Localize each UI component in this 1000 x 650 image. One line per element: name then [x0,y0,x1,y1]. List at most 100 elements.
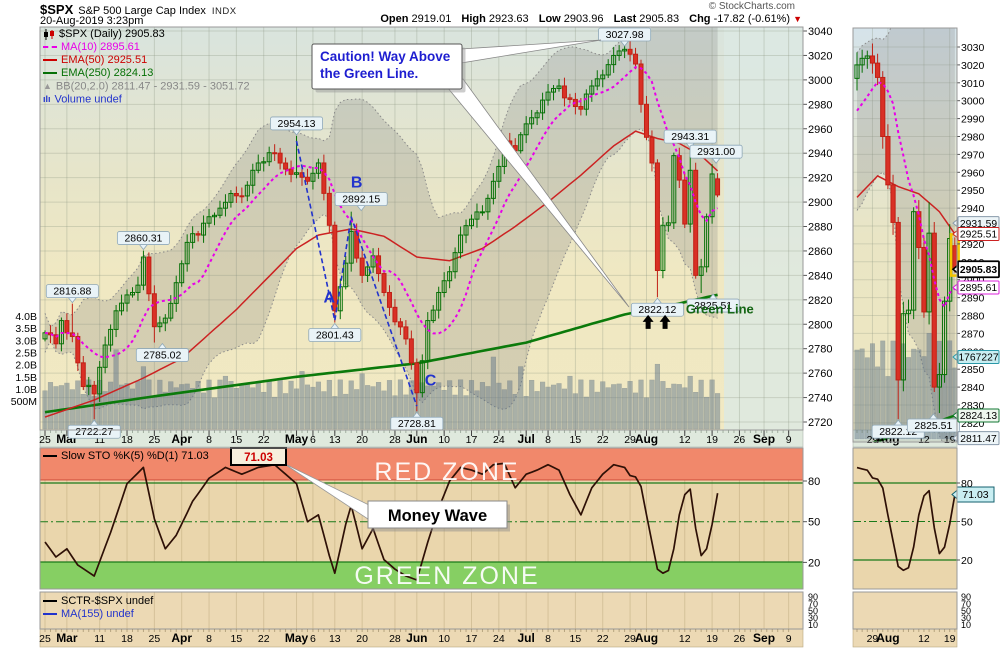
price-tick-label: 2820 [808,295,832,307]
price-tick-label: 2960 [808,124,832,136]
mini-candle-body [921,246,927,313]
volume-bar [474,390,480,430]
candle-body [709,173,715,218]
sctr-panel-background [40,592,803,629]
volume-bar [168,381,174,430]
mini-candle-body [895,221,901,381]
candle-body [80,362,86,388]
volume-bar [261,391,267,430]
elliott-point-label: A [324,289,336,306]
volume-bar [578,379,584,430]
sctr-tick-label: 10 [808,620,818,630]
price-callout-text: 2728.81 [398,418,436,430]
price-callout-text: 2822.12 [638,304,676,316]
x-axis-label-bottom: 24 [493,633,505,645]
candle-body [321,162,327,194]
mini-volume-bar [916,349,922,440]
candle-body [676,155,682,181]
volume-bar [337,379,343,430]
volume-bar [676,384,682,430]
candle-body [294,172,300,175]
volume-bar [190,388,196,430]
legend-bb: BB(20,2.0) 2811.47 - 2931.59 - 3051.72 [55,80,250,93]
mini-volume-bar [854,349,860,440]
mini-price-tick-label: 2850 [961,364,985,376]
price-callout-box [663,129,717,144]
mini-volume-bar [859,348,865,440]
mini-ema50-line [856,174,956,235]
candle-body [600,74,606,80]
mini-price-tick-label: 3030 [961,42,985,54]
volume-bar [534,391,540,430]
x-axis-label-bottom: 20 [356,633,368,645]
candle-body [244,184,250,197]
x-axis-label: 18 [121,434,133,446]
ema50-line [44,130,719,418]
volume-tick-label: 1.0B [15,384,37,396]
volume-bar [709,379,715,430]
sctr-legend-row2: MA(155) undef [43,608,153,621]
price-tick-label: 2760 [808,368,832,380]
volume-bar [654,363,660,430]
mini-edge-label-box [957,280,1000,295]
x-axis-label-bottom: 10 [438,633,450,645]
mini-volume-bar [926,333,932,440]
volume-bar [501,389,507,430]
red-zone-label: RED ZONE [374,458,519,486]
mini-candle-body [916,211,922,248]
axes-layer: 3040302030002980296029402920290028802860… [11,26,985,645]
main-plot [42,27,721,430]
volume-bar [310,386,316,430]
mini-volume-bar [880,340,886,440]
volume-bar [622,388,628,430]
mini-edge-label-text: 2931.59 [960,219,997,230]
volume-bar [343,393,349,430]
x-axis-label-bottom: 25 [149,633,161,645]
mini-sctr-tick-label: 70 [961,599,971,609]
volume-bar [42,390,48,430]
volume-bar [233,387,239,430]
volume-bar [146,379,152,430]
volume-bar [359,373,365,430]
candle-body [414,362,420,394]
mini-price-tick-label: 3000 [961,96,985,108]
candle-body [654,162,660,271]
sctr-legend-text: SCTR-$SPX undef [61,595,154,607]
sctr-tick-label: 50 [808,606,818,616]
candle-body [622,48,628,52]
mini-price-tick-label: 2950 [961,185,985,197]
volume-bar [348,380,354,430]
mini-volume-bar [864,357,870,440]
price-tick-label: 2980 [808,99,832,111]
volume-bar [671,383,677,430]
volume-bar [365,385,371,430]
volume-bar [512,394,518,430]
volume-bar [704,396,710,430]
volume-bar [124,383,130,430]
volume-bar [239,383,245,430]
volume-bar [479,382,485,430]
candle-body [441,280,447,293]
volume-bar [583,396,589,430]
elliott-point-label: C [425,372,437,389]
candle-body [561,85,567,99]
candle-body [638,63,644,105]
mini-candle-body [854,64,860,79]
x-axis-label: Apr [171,432,192,446]
x-axis-label: 17 [466,434,478,446]
volume-tick-label: 2.5B [15,347,37,359]
price-callout-text: 2931.00 [697,146,735,158]
x-axis-label-bottom: Aug [635,631,658,645]
sto-tick-label: 20 [808,557,820,569]
mini-sctr-tick-label: 30 [961,613,971,623]
volume-bar [250,387,256,430]
volume-bar [326,379,332,430]
mini-volume-bar [875,366,881,440]
x-axis-label: 19 [706,434,718,446]
mini-price-tick-label: 2870 [961,328,985,340]
candle-body [124,294,130,304]
candle-body [687,169,693,225]
candle-body [430,309,436,322]
